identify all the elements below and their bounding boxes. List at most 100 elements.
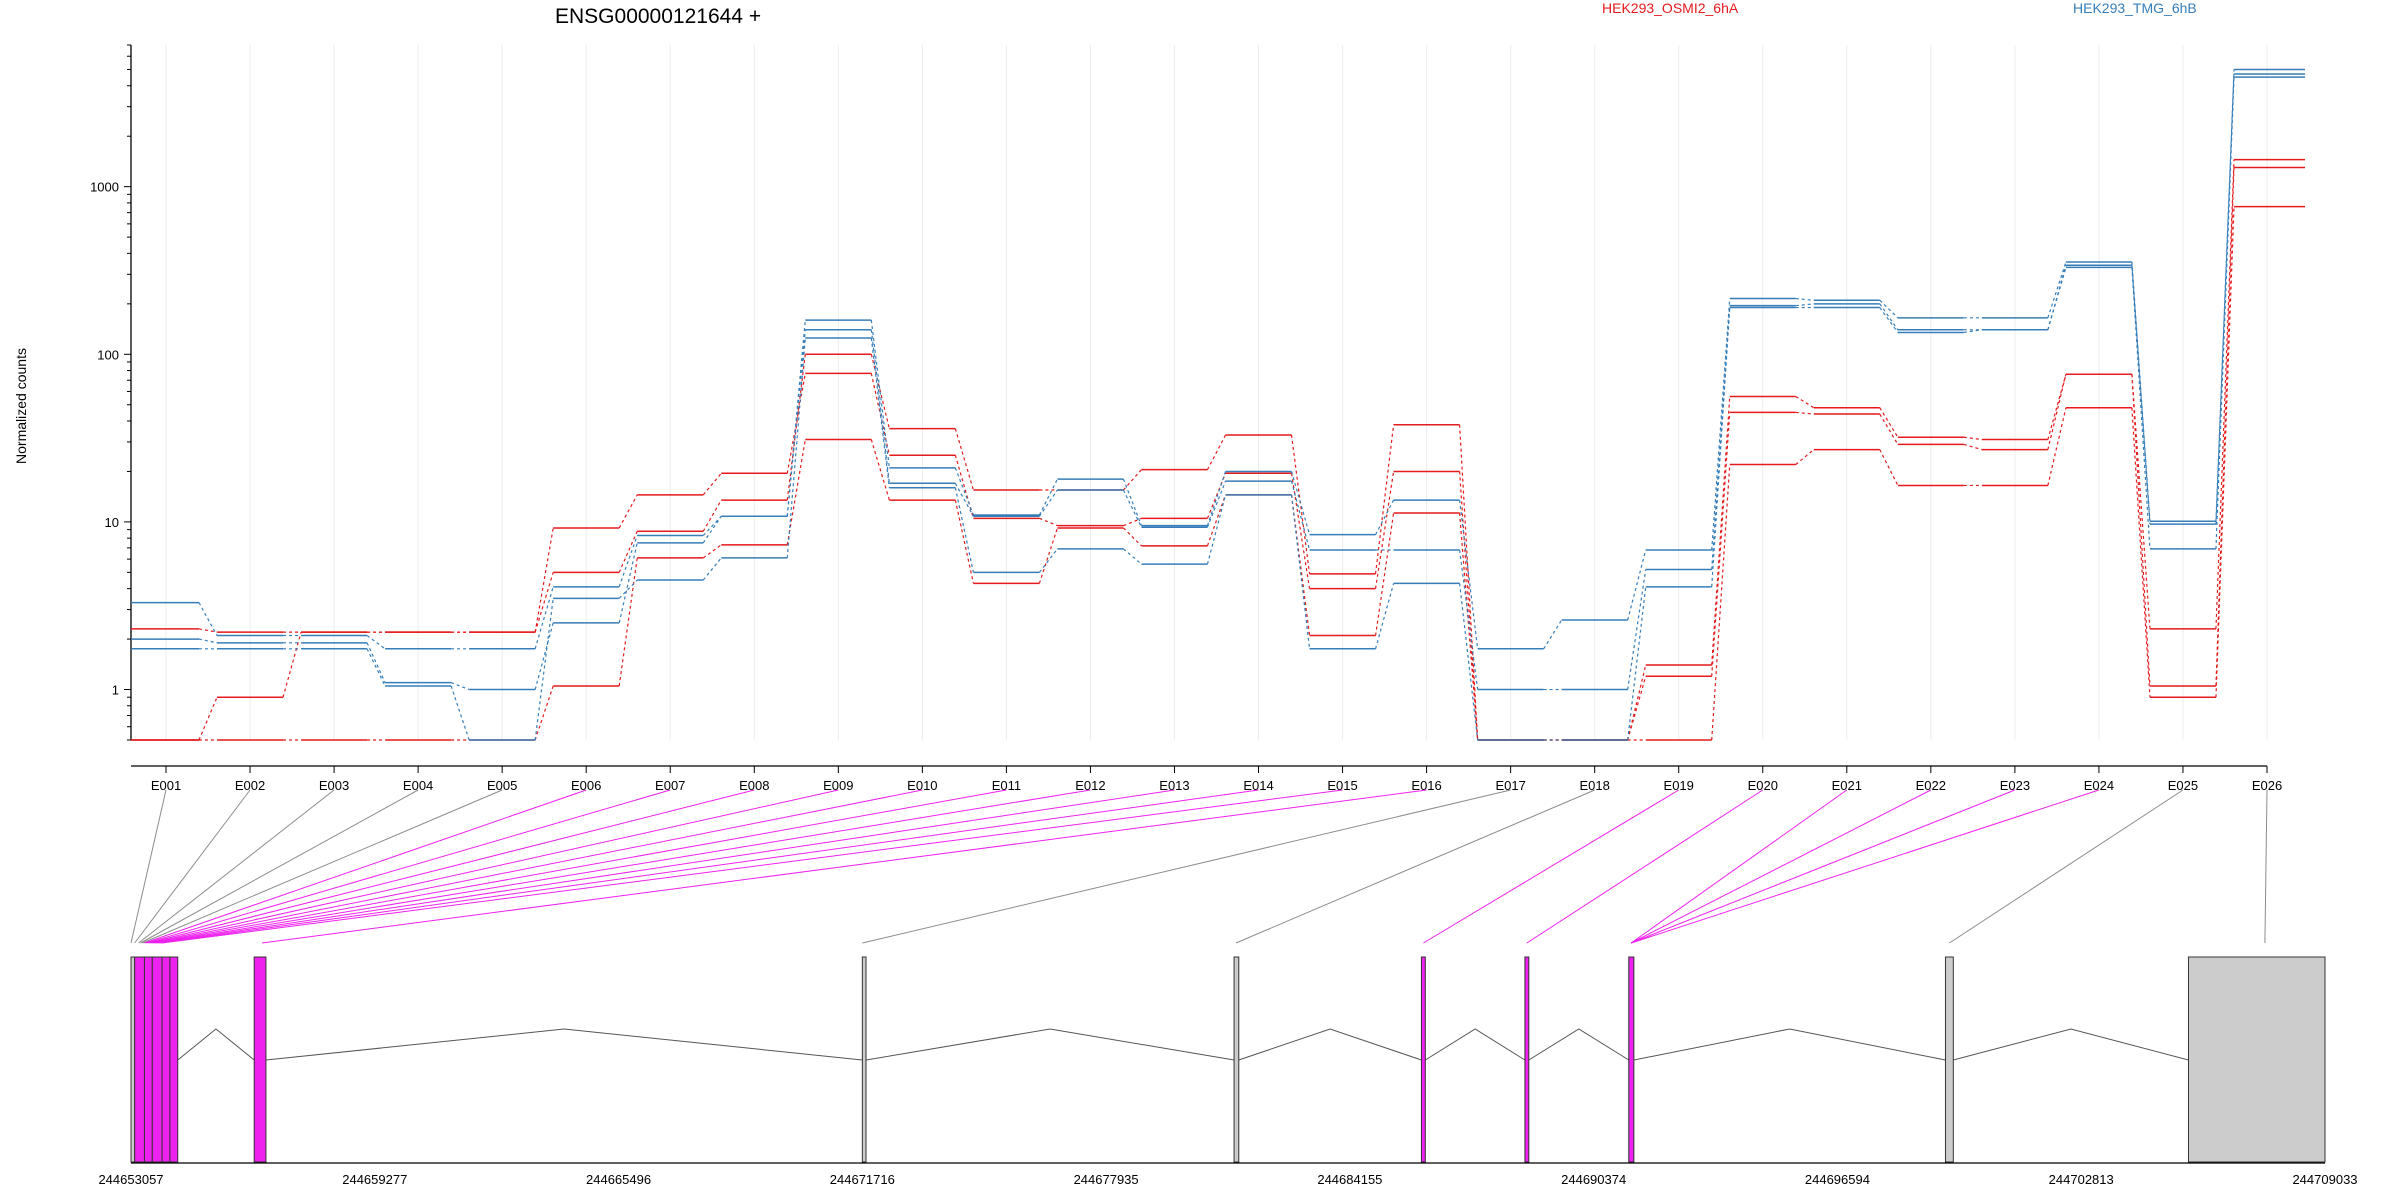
exon-link-e002 — [134, 789, 251, 944]
data-connector — [1879, 303, 1899, 331]
exon-block — [861, 956, 867, 1163]
exon-link-e020 — [1526, 789, 1764, 944]
data-connector — [366, 642, 386, 683]
data-connector — [1374, 424, 1395, 574]
legend-label-tmg: HEK293_TMG_6hB — [2073, 0, 2197, 16]
data-connector — [1627, 664, 1647, 741]
data-connector — [870, 439, 890, 501]
data-connector — [1038, 489, 1058, 517]
data-connector — [870, 373, 890, 456]
exon-block — [151, 956, 163, 1163]
exon-link-e026 — [2264, 789, 2268, 944]
data-connector — [954, 499, 974, 584]
intron-line — [1953, 1028, 2189, 1061]
exon-block — [2187, 956, 2326, 1163]
y-tick-label: 10 — [105, 515, 119, 530]
data-connector — [1375, 499, 1395, 535]
data-connector — [1206, 471, 1227, 526]
genomic-coordinate-label: 244690374 — [1561, 1172, 1626, 1187]
x-tick-label-e017: E017 — [1495, 778, 1525, 793]
data-connector — [786, 337, 806, 558]
exon-link-e008 — [148, 789, 755, 944]
data-connector — [1038, 478, 1058, 516]
data-connector — [450, 685, 470, 741]
data-connector — [198, 696, 218, 741]
x-tick-label-e008: E008 — [739, 778, 769, 793]
genomic-coordinate-label: 244696594 — [1805, 1172, 1870, 1187]
exon-link-e003 — [138, 789, 335, 944]
data-connector — [198, 638, 218, 644]
exon-link-e004 — [140, 789, 419, 944]
x-tick-label-e006: E006 — [571, 778, 601, 793]
x-tick-label-e012: E012 — [1075, 778, 1105, 793]
x-tick-label-e023: E023 — [2000, 778, 2030, 793]
data-connector — [1711, 464, 1731, 741]
gene-model: 244653057 244659277 244665496 244671716 2446… — [98, 789, 2358, 1187]
data-connector — [618, 494, 638, 529]
data-connector — [1711, 307, 1731, 587]
data-connector — [1290, 494, 1311, 636]
exon-link-e010 — [152, 789, 923, 944]
x-tick-label-e022: E022 — [1916, 778, 1946, 793]
x-tick-label-e025: E025 — [2168, 778, 2198, 793]
exon-link-e009 — [150, 789, 839, 944]
data-connector — [618, 542, 638, 623]
series-4 — [131, 68, 2305, 650]
data-connector — [1711, 298, 1731, 551]
y-tick-label: 1 — [112, 683, 119, 698]
data-connector — [702, 515, 722, 536]
data-connector — [1039, 517, 1058, 527]
data-connector — [1627, 549, 1647, 621]
data-connector — [702, 544, 722, 559]
data-connector — [618, 579, 638, 599]
x-tick-label-e010: E010 — [907, 778, 937, 793]
intron-line — [1633, 1028, 1946, 1061]
data-connector — [2131, 407, 2151, 698]
series-3 — [131, 205, 2305, 741]
x-tick-label-e011: E011 — [992, 778, 1021, 793]
data-connector — [198, 602, 218, 636]
exon-block — [253, 956, 267, 1163]
data-connector — [1374, 512, 1395, 636]
data-connector — [1374, 583, 1395, 649]
data-connector — [954, 482, 974, 517]
data-connector — [1879, 307, 1899, 333]
exon-block — [169, 956, 179, 1163]
x-tick-label-e021: E021 — [1832, 778, 1862, 793]
exon-link-e019 — [1423, 789, 1679, 944]
series-2 — [131, 166, 2305, 741]
x-tick-label-e002: E002 — [235, 778, 265, 793]
data-connector — [618, 535, 638, 588]
data-connector — [1879, 407, 1899, 438]
chart-title: ENSG00000121644 + — [555, 5, 761, 28]
data-connector — [1290, 471, 1311, 535]
data-connector — [870, 329, 890, 484]
legend-label-osmi2: HEK293_OSMI2_6hA — [1602, 0, 1739, 16]
x-tick-label-e016: E016 — [1411, 778, 1441, 793]
data-connector — [2215, 77, 2235, 549]
intron-line — [265, 1028, 863, 1061]
data-connector — [1038, 548, 1058, 573]
exon-link-e025 — [1949, 789, 2184, 944]
exon-link-e001 — [130, 789, 167, 944]
exon-link-e006 — [144, 789, 587, 944]
data-connector — [1206, 473, 1227, 519]
exon-link-e017 — [862, 789, 1511, 944]
data-connector — [2215, 167, 2235, 687]
data-connector — [702, 472, 722, 496]
data-connector — [1374, 471, 1395, 589]
data-connector — [534, 622, 554, 690]
x-tick-label-e004: E004 — [403, 778, 433, 793]
x-tick-label-e024: E024 — [2084, 778, 2114, 793]
data-connector — [450, 682, 470, 691]
data-connector — [366, 635, 386, 650]
data-connector — [1627, 676, 1647, 741]
data-connector — [870, 354, 890, 429]
data-connector — [282, 631, 302, 698]
series-1 — [131, 158, 2305, 741]
data-connector — [534, 586, 554, 649]
series-5 — [131, 73, 2305, 691]
data-connector — [2047, 267, 2067, 330]
data-connector — [702, 557, 722, 581]
